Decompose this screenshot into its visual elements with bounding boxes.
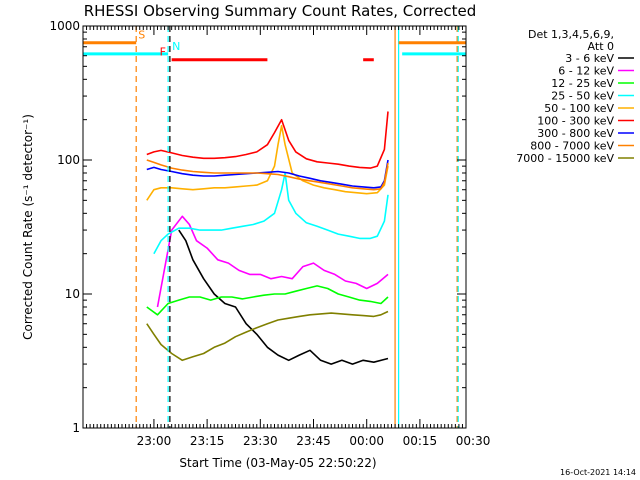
series-line-300-800-kev <box>146 159 389 189</box>
legend-label-7000-15000-kev: 7000 - 15000 keV <box>516 152 614 165</box>
series-line-800-7000-kev <box>146 159 389 191</box>
x-tick-label: 23:15 <box>190 434 225 448</box>
x-tick-label: 00:00 <box>349 434 384 448</box>
legend-header: Att 0 <box>588 40 614 53</box>
legend-header: Det 1,3,4,5,6,9, <box>528 28 614 41</box>
series-line-25-50-kev <box>153 172 389 255</box>
y-tick-label: 10 <box>65 287 80 301</box>
y-axis-label: Corrected Count Rate (s⁻¹ detector⁻¹) <box>21 114 35 340</box>
x-tick-label: 23:30 <box>243 434 278 448</box>
legend-label-12-25-kev: 12 - 25 keV <box>551 77 614 90</box>
flag-label: F <box>160 46 166 59</box>
legend-label-50-100-kev: 50 - 100 keV <box>544 102 614 115</box>
chart-title: RHESSI Observing Summary Count Rates, Co… <box>84 2 477 20</box>
flag-label: N <box>172 40 180 53</box>
series-line-12-25-kev <box>146 285 389 316</box>
plot-frame <box>82 25 467 429</box>
overlays: S NF <box>83 26 466 428</box>
series-line-3-6-kev <box>178 229 389 365</box>
x-tick-label: 00:15 <box>403 434 438 448</box>
legend-label-3-6-kev: 3 - 6 keV <box>565 52 614 65</box>
series-line-7000-15000-kev <box>146 310 389 362</box>
legend-label-100-300-kev: 100 - 300 keV <box>537 115 614 128</box>
x-axis-label: Start Time (03-May-05 22:50:22) <box>179 456 376 470</box>
footer-timestamp: 16-Oct-2021 14:14 <box>560 468 636 477</box>
x-tick-label: 23:45 <box>296 434 331 448</box>
y-axis: 1 10 100 1000 <box>49 19 466 435</box>
legend-label-800-7000-kev: 800 - 7000 keV <box>530 140 614 153</box>
series-line-6-12-kev <box>156 215 389 308</box>
y-tick-label: 1000 <box>49 19 80 33</box>
x-axis: 23:00 23:15 23:30 23:45 00:00 00:15 00:30 <box>82 26 491 448</box>
x-tick-label: 00:30 <box>456 434 491 448</box>
series-group <box>146 111 389 365</box>
legend-label-300-800-kev: 300 - 800 keV <box>537 127 614 140</box>
legend-label-6-12-kev: 6 - 12 keV <box>558 65 614 78</box>
legend-label-25-50-kev: 25 - 50 keV <box>551 90 614 103</box>
series-line-50-100-kev <box>146 125 389 201</box>
y-tick-label: 1 <box>72 421 80 435</box>
x-tick-label: 23:00 <box>137 434 172 448</box>
y-tick-label: 100 <box>57 153 80 167</box>
flag-label: S <box>138 29 145 42</box>
series-line-100-300-kev <box>146 111 389 169</box>
